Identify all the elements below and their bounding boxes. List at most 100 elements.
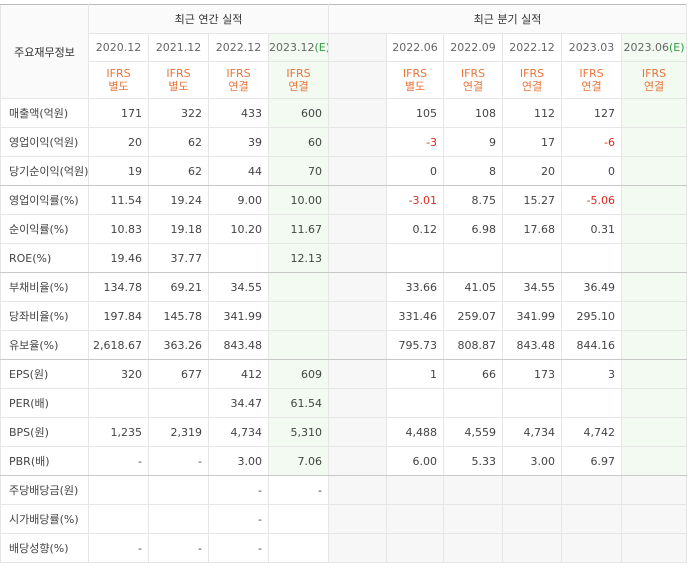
gap-cell <box>328 330 388 360</box>
value-cell <box>621 533 688 563</box>
value-cell <box>267 504 330 534</box>
data-row: 매출액(억원) 171 322 433 600 105 108 112 127 <box>0 98 688 128</box>
row-label: 영업이익률(%) <box>0 185 89 215</box>
scope: 연결 <box>581 80 602 93</box>
basis: IFRS <box>641 67 667 80</box>
value-cell <box>386 504 445 534</box>
value-cell <box>148 475 209 505</box>
value-cell <box>621 446 688 476</box>
value-cell: 17 <box>502 127 563 157</box>
value-cell: 34.55 <box>502 272 563 302</box>
period-header: 2023.12(E) <box>267 33 330 62</box>
scope: 별도 <box>108 80 129 93</box>
gap-cell <box>328 98 388 128</box>
value-cell <box>443 533 504 563</box>
value-cell: 105 <box>386 98 445 128</box>
gap-cell <box>328 127 388 157</box>
value-cell: 844.16 <box>561 330 623 360</box>
period-row: 2020.12 2021.12 2022.12 2023.12(E) 2022.06 20… <box>1 33 688 62</box>
data-row: 배당성향(%) - - - <box>0 533 688 563</box>
data-row: 당좌비율(%) 197.84 145.78 341.99 331.46 259.07 341… <box>0 301 688 331</box>
basis-header: IFRS 연결 <box>561 61 623 99</box>
value-cell: 11.67 <box>267 214 330 244</box>
value-cell: 70 <box>267 156 330 186</box>
value-cell: 19.18 <box>148 214 209 244</box>
period: 2023.03 <box>568 41 615 54</box>
value-cell: -6 <box>561 127 623 157</box>
value-cell: 60 <box>267 127 330 157</box>
period: 2023.06 <box>623 41 670 54</box>
value-cell: 127 <box>561 98 623 128</box>
value-cell: 19 <box>88 156 149 186</box>
row-label: 주당배당금(원) <box>0 475 89 505</box>
value-cell <box>443 475 504 505</box>
value-cell: 69.21 <box>148 272 209 302</box>
value-cell: 197.84 <box>88 301 149 331</box>
value-cell: 8 <box>443 156 504 186</box>
value-cell <box>621 388 688 418</box>
value-cell <box>502 388 563 418</box>
value-cell: 341.99 <box>502 301 563 331</box>
scope: 연결 <box>462 80 484 93</box>
row-label: BPS(원) <box>0 417 89 447</box>
value-cell <box>561 504 623 534</box>
value-cell: 4,734 <box>208 417 269 447</box>
value-cell: 62 <box>148 156 209 186</box>
gap-cell <box>328 33 388 62</box>
value-cell: 20 <box>88 127 149 157</box>
period: 2022.09 <box>450 41 496 54</box>
data-row: 당기순이익(억원) 19 62 44 70 0 8 20 0 <box>0 156 688 186</box>
value-cell <box>621 417 688 447</box>
value-cell: 44 <box>208 156 269 186</box>
value-cell: 6.98 <box>443 214 504 244</box>
basis: IFRS <box>402 67 428 80</box>
gap-cell <box>328 359 388 389</box>
value-cell <box>267 272 330 302</box>
value-cell: 412 <box>208 359 269 389</box>
value-cell: 2,319 <box>148 417 209 447</box>
basis: IFRS <box>460 67 486 80</box>
value-cell: 145.78 <box>148 301 209 331</box>
value-cell: 3 <box>561 359 623 389</box>
basis-header: IFRS 연결 <box>208 61 269 99</box>
value-cell <box>561 388 623 418</box>
value-cell: 39 <box>208 127 269 157</box>
row-label: PER(배) <box>0 388 89 418</box>
data-row: EPS(원) 320 677 412 609 1 66 173 3 <box>0 359 688 389</box>
value-cell: - <box>148 533 209 563</box>
scope: 연결 <box>643 80 665 93</box>
row-label: 당좌비율(%) <box>0 301 89 331</box>
value-cell <box>502 533 563 563</box>
value-cell <box>88 388 149 418</box>
value-cell: 0.12 <box>386 214 445 244</box>
period-header: 2023.06(E) <box>621 33 688 62</box>
value-cell: 5,310 <box>267 417 330 447</box>
value-cell <box>621 214 688 244</box>
basis-row: IFRS 별도 IFRS 별도 IFRS 연결 IFRS 연결 IFRS 별도 IFRS 연결 IFRS… <box>1 61 688 99</box>
basis-header: IFRS 연결 <box>502 61 563 99</box>
value-cell: 0 <box>386 156 445 186</box>
data-row: PER(배) 34.47 61.54 <box>0 388 688 418</box>
value-cell: 5.33 <box>443 446 504 476</box>
value-cell <box>621 272 688 302</box>
basis: IFRS <box>286 67 311 80</box>
value-cell <box>443 243 504 273</box>
data-row: BPS(원) 1,235 2,319 4,734 5,310 4,488 4,559 4,73… <box>0 417 688 447</box>
value-cell: 66 <box>443 359 504 389</box>
value-cell <box>621 504 688 534</box>
value-cell <box>443 504 504 534</box>
value-cell: 600 <box>267 98 330 128</box>
row-label: ROE(%) <box>0 243 89 273</box>
value-cell: 808.87 <box>443 330 504 360</box>
value-cell: - <box>208 533 269 563</box>
value-cell: 10.83 <box>88 214 149 244</box>
value-cell <box>621 475 688 505</box>
value-cell: 322 <box>148 98 209 128</box>
label-header: 주요재무정보 <box>0 4 89 99</box>
gap-cell <box>328 475 388 505</box>
basis-header: IFRS 별도 <box>386 61 445 99</box>
row-label: 유보율(%) <box>0 330 89 360</box>
gap-cell <box>328 504 388 534</box>
estimate-mark: (E) <box>314 41 329 54</box>
value-cell <box>267 533 330 563</box>
